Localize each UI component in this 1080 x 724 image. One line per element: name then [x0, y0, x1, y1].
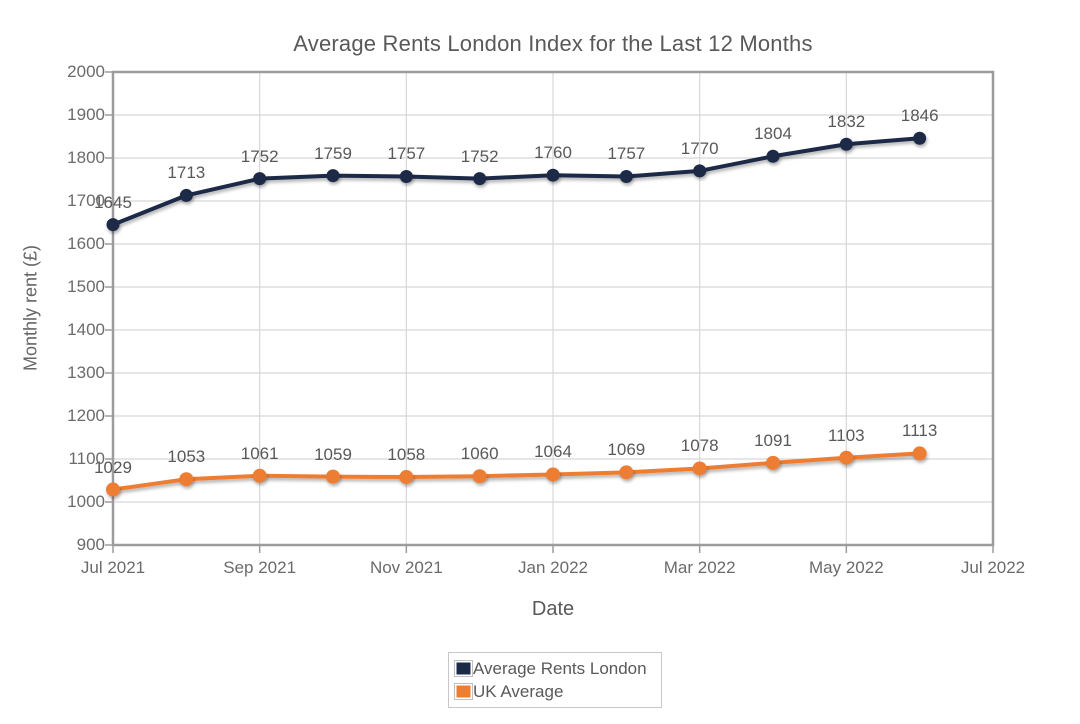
data-point-label: 1058: [387, 445, 426, 465]
data-point-label: 1059: [314, 444, 352, 464]
data-point-marker: [912, 446, 927, 461]
x-axis-tick-label: Nov 2021: [369, 558, 443, 577]
data-point-label: 1029: [94, 457, 132, 477]
data-point-label: 1770: [680, 138, 719, 158]
data-point-marker: [692, 461, 707, 476]
data-point-label: 1804: [754, 124, 792, 144]
data-point-marker: [179, 472, 194, 487]
data-point-label: 1645: [94, 192, 132, 212]
data-point-marker: [913, 131, 927, 145]
x-axis-tick-label: Jul 2021: [80, 558, 146, 577]
data-point-marker: [252, 468, 267, 483]
data-point-marker: [546, 467, 560, 482]
y-axis-tick-label: 1700: [67, 191, 105, 210]
x-axis-tick-label: Mar 2022: [663, 558, 736, 577]
data-point-marker: [693, 164, 707, 178]
data-point-marker: [766, 455, 780, 470]
series-line-uk: [111, 451, 922, 492]
y-axis-tick-label: 1600: [67, 234, 105, 253]
x-axis-title: Date: [531, 598, 575, 620]
legend-label-uk: UK Average: [473, 681, 564, 701]
y-axis-tick-label: 1000: [67, 492, 105, 511]
y-axis-tick-label: 1900: [67, 105, 105, 124]
data-point-label: 1846: [900, 106, 939, 126]
data-point-marker: [253, 172, 267, 186]
y-axis-tick-label: 1200: [67, 406, 105, 425]
chart-title: Average Rents London Index for the Last …: [293, 31, 813, 56]
data-point-label: 1091: [754, 430, 792, 450]
data-point-label: 1760: [534, 143, 572, 163]
y-axis-tick-label: 1800: [67, 148, 105, 167]
y-axis-tick-label: 1500: [67, 277, 105, 296]
y-axis-tick-label: 1400: [67, 320, 105, 339]
data-point-marker: [106, 218, 120, 232]
series-line-london: [111, 136, 922, 227]
data-point-label: 1757: [607, 144, 646, 164]
y-axis-tick-label: 900: [76, 535, 105, 554]
data-point-marker: [546, 168, 560, 182]
data-point-label: 1053: [167, 447, 206, 467]
y-axis-tick-label: 2000: [67, 62, 105, 81]
data-point-marker: [766, 149, 780, 163]
legend-swatch-uk-icon: [454, 683, 473, 700]
data-point-marker: [619, 169, 633, 183]
data-point-marker: [619, 465, 634, 480]
data-point-marker: [839, 450, 854, 465]
legend-swatch-london-icon: [454, 660, 473, 677]
legend-label-london: Average Rents London: [473, 658, 647, 678]
legend-item-uk: UK Average: [454, 680, 655, 703]
data-point-label: 1064: [534, 442, 572, 462]
data-point-label: 1759: [314, 143, 352, 163]
x-axis-tick-label: May 2022: [808, 558, 884, 577]
legend: Average Rents London UK Average: [448, 652, 662, 708]
data-point-label: 1103: [828, 425, 865, 445]
data-point-label: 1078: [680, 436, 719, 456]
legend-item-london: Average Rents London: [454, 657, 655, 680]
data-point-marker: [473, 172, 487, 186]
y-axis-tick-label: 1100: [68, 449, 105, 468]
data-point-marker: [326, 169, 340, 183]
data-point-marker: [106, 482, 120, 497]
data-point-label: 1713: [167, 163, 206, 183]
data-point-label: 1832: [827, 112, 866, 132]
data-point-label: 1752: [460, 146, 499, 166]
data-point-label: 1752: [240, 146, 279, 166]
data-point-marker: [179, 188, 193, 202]
data-point-label: 1061: [240, 443, 279, 463]
data-point-marker: [399, 169, 413, 183]
data-point-marker: [839, 137, 853, 151]
data-point-label: 1757: [387, 144, 426, 164]
x-axis-tick-label: Jan 2022: [518, 558, 588, 577]
y-axis-tick-label: 1300: [67, 363, 105, 382]
x-axis-tick-label: Jul 2022: [960, 558, 1026, 577]
x-axis-tick-label: Sep 2021: [223, 558, 297, 577]
data-point-marker: [326, 469, 340, 484]
data-point-marker: [399, 470, 414, 485]
data-point-label: 1069: [607, 440, 646, 460]
data-point-label: 1113: [902, 421, 938, 441]
data-point-marker: [472, 469, 487, 484]
data-point-label: 1060: [460, 444, 499, 464]
